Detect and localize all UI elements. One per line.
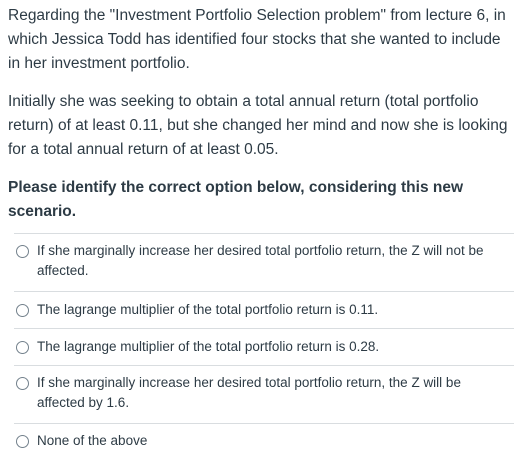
radio-button-icon[interactable] (16, 341, 29, 354)
answer-label[interactable]: The lagrange multiplier of the total por… (37, 339, 380, 354)
answer-label[interactable]: The lagrange multiplier of the total por… (37, 302, 379, 317)
answer-option-2[interactable]: The lagrange multiplier of the total por… (14, 291, 514, 328)
answer-label[interactable]: If she marginally increase her desired t… (37, 375, 461, 410)
answer-list: If she marginally increase her desired t… (14, 233, 514, 459)
radio-button-icon[interactable] (16, 435, 29, 448)
radio-button-icon[interactable] (16, 245, 29, 258)
answer-option-5[interactable]: None of the above (14, 423, 514, 459)
question-paragraph-1: Regarding the "Investment Portfolio Sele… (8, 7, 506, 72)
radio-button-icon[interactable] (16, 304, 29, 317)
question-text: Regarding the "Investment Portfolio Sele… (8, 4, 514, 224)
question-prompt: Please identify the correct option below… (8, 179, 464, 220)
answer-option-4[interactable]: If she marginally increase her desired t… (14, 365, 514, 423)
answer-option-1[interactable]: If she marginally increase her desired t… (14, 233, 514, 291)
question-paragraph-2: Initially she was seeking to obtain a to… (8, 93, 508, 158)
radio-button-icon[interactable] (16, 377, 29, 390)
answer-label[interactable]: None of the above (37, 433, 148, 448)
answer-option-3[interactable]: The lagrange multiplier of the total por… (14, 328, 514, 365)
answer-label[interactable]: If she marginally increase her desired t… (37, 243, 484, 278)
